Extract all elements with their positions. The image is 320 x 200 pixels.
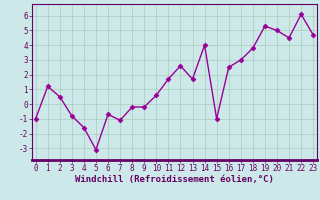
X-axis label: Windchill (Refroidissement éolien,°C): Windchill (Refroidissement éolien,°C) <box>75 175 274 184</box>
